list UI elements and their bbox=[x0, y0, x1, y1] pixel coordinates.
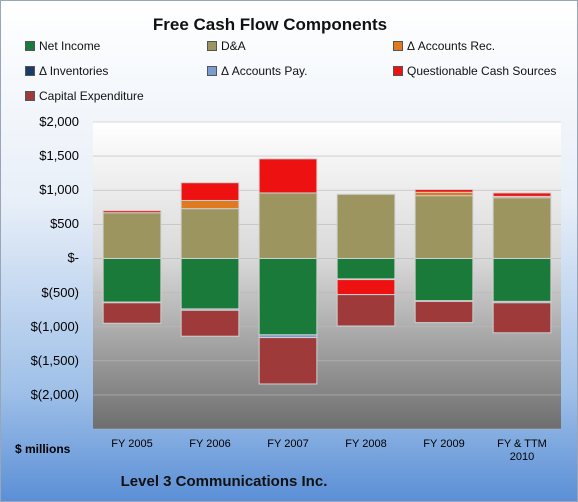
x-tick-label: FY 2008 bbox=[345, 438, 387, 450]
bar-segment bbox=[102, 212, 162, 259]
bar-segment bbox=[492, 192, 552, 197]
legend-swatch bbox=[393, 40, 403, 51]
x-tick-label: FY 2009 bbox=[423, 438, 465, 450]
bar-segment bbox=[258, 337, 318, 385]
legend-label: D&A bbox=[221, 39, 246, 53]
x-tick-label: FY 2005 bbox=[111, 438, 153, 450]
bar-segment bbox=[492, 302, 552, 334]
legend-item: D&A bbox=[207, 39, 246, 53]
y-tick-label: $(1,000) bbox=[30, 318, 79, 334]
legend-item: Δ Accounts Rec. bbox=[393, 39, 495, 53]
bar-segment bbox=[180, 309, 240, 337]
bar-segment bbox=[180, 182, 240, 201]
y-tick-label: $(2,000) bbox=[30, 386, 79, 402]
legend-swatch bbox=[25, 90, 35, 101]
legend-item: Capital Expenditure bbox=[25, 89, 144, 103]
legend-label: Δ Accounts Pay. bbox=[221, 64, 308, 78]
bar-segment bbox=[414, 195, 474, 259]
y-tick-label: $1,500 bbox=[39, 148, 79, 164]
y-tick-label: $(1,500) bbox=[30, 352, 79, 368]
bar-segment bbox=[102, 257, 162, 303]
legend-swatch bbox=[25, 65, 35, 76]
bar-segment bbox=[102, 302, 162, 324]
legend-label: Net Income bbox=[39, 39, 101, 53]
bar-segment bbox=[258, 257, 318, 336]
y-tick-label: $- bbox=[67, 250, 79, 266]
legend-swatch bbox=[25, 40, 35, 51]
x-tick-label: FY 2006 bbox=[189, 438, 231, 450]
legend-item: Δ Accounts Pay. bbox=[207, 64, 308, 78]
bar-segment bbox=[336, 279, 396, 296]
legend-label: Δ Inventories bbox=[39, 64, 109, 78]
legend-item: Questionable Cash Sources bbox=[393, 64, 556, 78]
bar-segment bbox=[258, 192, 318, 259]
x-tick-label: FY 2007 bbox=[267, 438, 309, 450]
bar-segment bbox=[180, 257, 240, 310]
legend-item: Net Income bbox=[25, 39, 100, 53]
bar-segment bbox=[180, 199, 240, 210]
y-tick-label: $2,000 bbox=[39, 114, 79, 129]
x-tick-label: FY & TTM 2010 bbox=[497, 438, 547, 463]
bar-segment bbox=[492, 197, 552, 259]
legend-swatch bbox=[207, 40, 217, 51]
bar-segment bbox=[102, 210, 162, 214]
bar-segment bbox=[414, 191, 474, 197]
chart-title: Free Cash Flow Components bbox=[152, 15, 388, 34]
bar-segment bbox=[258, 158, 318, 194]
units-label: $ millions bbox=[15, 442, 71, 456]
bar-segment bbox=[414, 300, 474, 324]
bar-segment bbox=[336, 257, 396, 280]
y-tick-label: $1,000 bbox=[39, 182, 79, 198]
plot-background bbox=[93, 122, 561, 429]
legend-swatch bbox=[393, 65, 403, 76]
bar-segment bbox=[414, 257, 474, 302]
legend-label: Questionable Cash Sources bbox=[407, 64, 557, 78]
bar-segment bbox=[414, 189, 474, 193]
legend-label: Capital Expenditure bbox=[39, 89, 144, 103]
y-tick-label: $(500) bbox=[41, 284, 79, 300]
bar-segment bbox=[492, 257, 552, 302]
company-name: Level 3 Communications Inc. bbox=[120, 473, 328, 490]
bar-segment bbox=[336, 294, 396, 327]
legend-swatch bbox=[207, 65, 217, 76]
legend-label: Δ Accounts Rec. bbox=[407, 39, 496, 53]
legend-item: Δ Inventories bbox=[25, 64, 108, 78]
bar-segment bbox=[336, 193, 396, 259]
y-tick-label: $500 bbox=[50, 216, 79, 232]
bar-segment bbox=[180, 208, 240, 259]
